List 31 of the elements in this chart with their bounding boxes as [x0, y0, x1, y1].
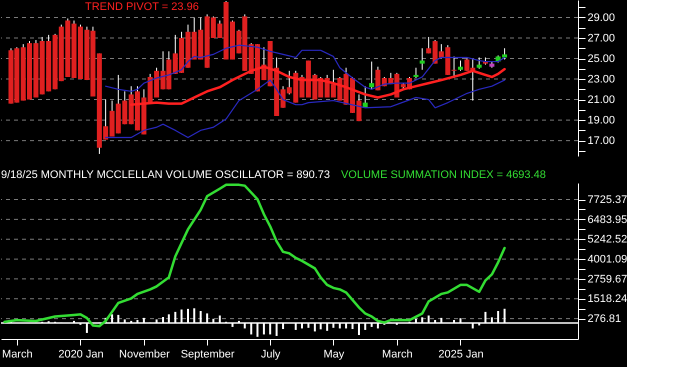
text: VOLUME SUMMATION INDEX = 4693.48 — [340, 169, 546, 181]
y-tick-label: 6483.95 — [588, 214, 628, 226]
y-tick-label: 4001.09 — [588, 254, 628, 266]
candlestick — [369, 61, 374, 90]
y-tick-label: 23.00 — [588, 74, 616, 86]
x-tick-label: July — [260, 348, 281, 360]
text: 9/18/25 MONTHLY MCCLELLAN VOLUME OSCILLATOR = 890.73 — [1, 169, 330, 181]
x-tick-label: 2020 Jan — [58, 348, 104, 360]
y-tick-label: 2759.67 — [588, 273, 628, 286]
candlestick — [458, 60, 463, 72]
y-tick-label: 7725.37 — [588, 194, 628, 206]
x-tick-label: September — [180, 348, 235, 360]
x-tick-label: November — [119, 348, 170, 360]
y-tick-label: 29.00 — [588, 12, 616, 24]
x-tick-label: 2025 Jan — [438, 348, 484, 360]
line-series — [3, 184, 506, 328]
y-tick-label: 27.00 — [588, 32, 616, 44]
y-tick-label: 25.00 — [588, 53, 616, 65]
y-tick-label: 5242.52 — [588, 234, 628, 246]
candlestick — [413, 67, 418, 78]
y-tick-label: 1518.24 — [588, 293, 628, 306]
y-tick-label: 276.81 — [588, 313, 622, 326]
y-tick-label: 21.00 — [588, 94, 616, 106]
y-tick-label: 19.00 — [588, 114, 616, 127]
candlestick — [420, 48, 425, 70]
x-tick-label: March — [2, 348, 33, 360]
candlestick — [476, 56, 482, 70]
x-tick-label: March — [382, 348, 413, 360]
x-tick-label: May — [324, 348, 345, 360]
y-tick-label: 17.00 — [588, 135, 616, 148]
text: TREND PIVOT = 23.96 — [85, 1, 199, 13]
